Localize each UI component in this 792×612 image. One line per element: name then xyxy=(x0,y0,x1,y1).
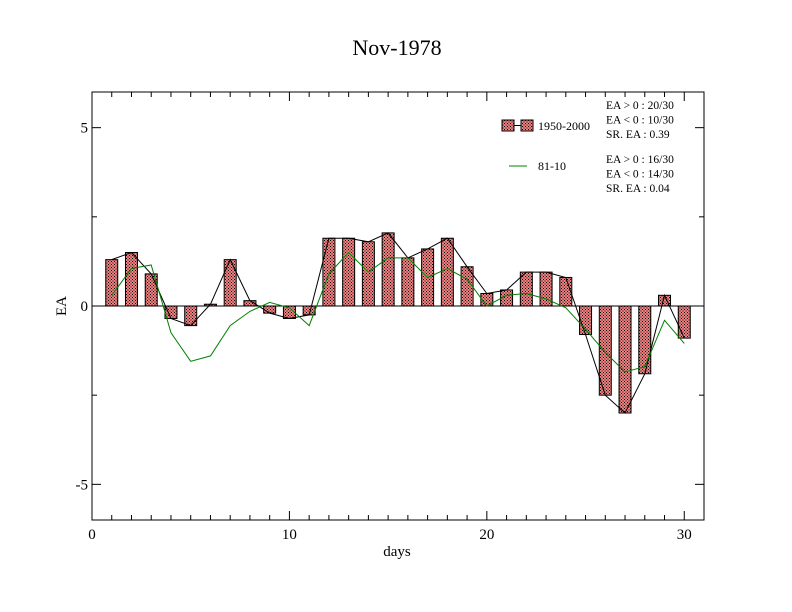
stats-line: SR. EA : 0.39 xyxy=(606,129,670,141)
bar-day-25 xyxy=(579,305,593,336)
bar-day-9 xyxy=(263,305,277,314)
y-tick-label: -5 xyxy=(76,477,89,493)
y-axis-label: EA xyxy=(54,296,70,316)
stats-line: EA < 0 : 14/30 xyxy=(606,169,674,181)
bar-day-14 xyxy=(361,241,375,307)
legend-label-1950-2000: 1950-2000 xyxy=(538,119,590,133)
bar-day-18 xyxy=(440,237,454,307)
bar-series-line xyxy=(111,232,685,414)
legend-swatch-bar xyxy=(520,119,534,132)
x-tick-label: 20 xyxy=(479,527,494,543)
x-tick-label: 0 xyxy=(88,527,96,543)
legend-label-81-10: 81-10 xyxy=(538,159,566,173)
legend-swatch-bar xyxy=(501,119,515,132)
bar-day-2 xyxy=(124,252,138,307)
stats-line: EA > 0 : 20/30 xyxy=(606,100,674,112)
bar-day-28 xyxy=(638,305,652,375)
x-axis-label: days xyxy=(383,544,411,560)
y-tick-label: 0 xyxy=(81,299,89,315)
legend: 1950-2000 81-10 EA > 0 : 20/30 EA < 0 : 10/… xyxy=(501,100,674,195)
chart-title: Nov-1978 xyxy=(352,35,441,60)
stats-line: EA < 0 : 10/30 xyxy=(606,115,674,127)
bar-day-12 xyxy=(322,237,336,307)
bar-day-16 xyxy=(401,257,415,307)
bar-day-7 xyxy=(223,259,237,307)
bar-day-15 xyxy=(381,232,395,307)
stats-line: EA > 0 : 16/30 xyxy=(606,154,674,166)
bar-day-13 xyxy=(342,237,356,307)
plot-area: 0 10 20 30 -5 0 5 xyxy=(76,91,705,543)
x-tick-label: 30 xyxy=(677,527,692,543)
bar-day-30 xyxy=(677,305,691,339)
line-series-81-10 xyxy=(111,251,685,373)
bar-day-1 xyxy=(105,259,119,307)
x-tick-label: 10 xyxy=(282,527,297,543)
bar-day-5 xyxy=(184,305,198,327)
y-tick-label: 5 xyxy=(81,121,89,137)
bar-day-24 xyxy=(559,276,573,307)
bar-day-22 xyxy=(519,271,533,307)
bar-day-27 xyxy=(618,305,632,414)
stats-line: SR. EA : 0.04 xyxy=(606,183,670,195)
